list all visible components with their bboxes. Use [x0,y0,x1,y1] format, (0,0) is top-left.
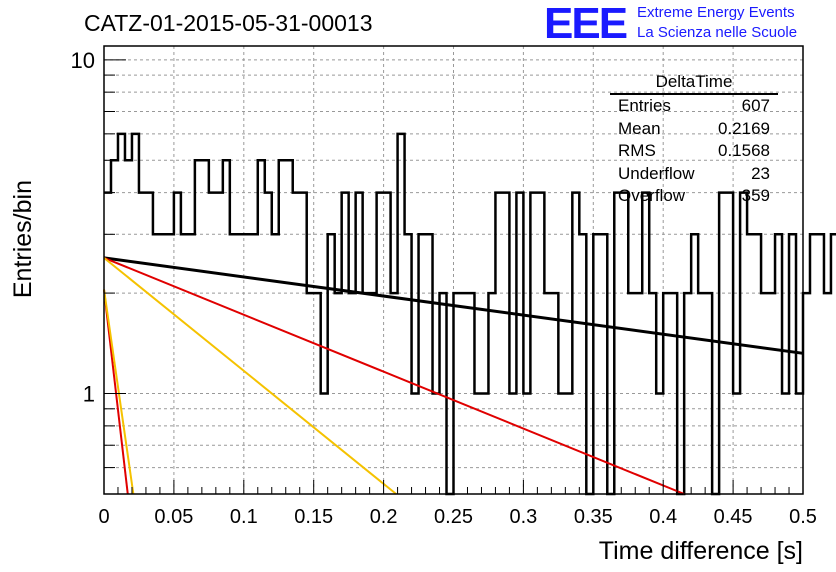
y-axis-label: Entries/bin [9,180,37,298]
x-tick-label: 0.05 [154,506,193,528]
stats-label: Mean [618,118,661,138]
x-tick-label: 0.45 [714,506,753,528]
axis-ticks [103,59,804,495]
logo-line-2: La Scienza nelle Scuole [637,24,798,41]
x-tick-label: 0.2 [370,506,398,528]
logo-mark: EEE [544,0,628,48]
stats-row: Underflow 23 [610,163,778,186]
stats-row: Overflow 359 [610,185,778,208]
fit-curves [103,256,804,495]
stats-box: DeltaTime Entries 607 Mean 0.2169 RMS 0.… [610,72,778,208]
fit-line [103,257,397,495]
y-tick-label: 10 [71,48,95,73]
stats-row: Entries 607 [610,95,778,118]
x-tick-label: 0.1 [230,506,258,528]
fit-line [103,256,804,355]
stats-label: RMS [618,141,656,160]
x-tick-label: 0.35 [574,506,613,528]
stats-value: 0.2169 [718,118,770,138]
stats-row: Mean 0.2169 [610,118,778,141]
x-axis-label: Time difference [s] [599,537,803,565]
logo-line-1: Extreme Energy Events [637,4,795,21]
stats-label: Entries [618,96,671,115]
x-tick-label: 0.15 [294,506,333,528]
x-tick-label: 0.25 [434,506,473,528]
stats-title: DeltaTime [610,72,778,95]
stats-value: 23 [751,163,770,183]
x-tick-label: 0.4 [649,506,677,528]
x-tick-label: 0 [98,506,109,528]
stats-label: Underflow [618,163,695,183]
stats-row: RMS 0.1568 [610,140,778,163]
x-tick-label: 0.5 [789,506,817,528]
fit-line [103,289,135,495]
stats-value: 607 [741,96,770,115]
stats-value: 0.1568 [718,141,770,160]
chart-title: CATZ-01-2015-05-31-00013 [84,10,373,36]
x-tick-label: 0.3 [509,506,537,528]
fit-line [103,256,685,495]
stats-value: 359 [741,186,770,205]
tick-labels: 0 0.05 0.1 0.15 0.2 0.25 0.3 0.35 0.4 0.45 0.5 1 10 [71,48,817,528]
y-tick-label: 1 [83,382,95,407]
stats-label: Overflow [618,186,686,205]
